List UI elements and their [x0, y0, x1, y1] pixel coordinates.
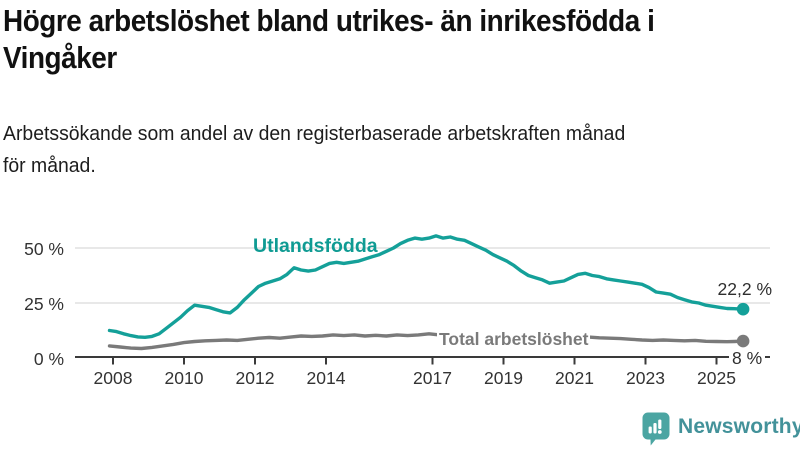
gridlines: [75, 247, 770, 304]
x-tick-label-2023: 2023: [626, 368, 665, 388]
x-tick-label-2010: 2010: [164, 368, 204, 388]
chart-title-line1: Högre arbetslöshet bland utrikes- än inr…: [3, 3, 655, 38]
x-tick-label-2008: 2008: [93, 368, 133, 388]
x-tick-label-2012: 2012: [235, 368, 275, 388]
x-axis-ticks: [112, 357, 718, 365]
y-tick-label-25: 25 %: [24, 294, 64, 314]
newsworthy-wordmark: Newsworthy: [678, 415, 800, 438]
newsworthy-icon: [642, 412, 670, 446]
x-tick-label-2019: 2019: [484, 368, 523, 388]
utlandsfodda-line: [107, 234, 745, 339]
x-tick-label-2025: 2025: [697, 368, 736, 388]
total-arbetsloshet-end-value: 8 %: [729, 349, 766, 368]
chart-subtitle-line1: Arbetssökande som andel av den registerb…: [3, 123, 626, 145]
series-label-utlandsfodda: Utlandsfödda: [253, 235, 378, 257]
x-tick-label-2017: 2017: [413, 368, 452, 388]
utlandsfodda-end-dot: [736, 302, 750, 316]
y-tick-label-0: 0 %: [33, 349, 64, 369]
utlandsfodda-end-value: 22,2 %: [717, 279, 772, 299]
chart-subtitle: Arbetssökande som andel av den registerb…: [3, 118, 625, 182]
x-tick-label-2021: 2021: [555, 368, 594, 388]
chart-title-line2: Vingåker: [3, 40, 117, 75]
chart-subtitle-line2: för månad.: [3, 155, 96, 177]
chart-title: Högre arbetslöshet bland utrikes- än inr…: [3, 2, 655, 76]
x-tick-label-2014: 2014: [306, 368, 346, 388]
total-arbetsloshet-line: [107, 332, 745, 351]
y-tick-label-50: 50 %: [24, 239, 64, 259]
total-arbetsloshet-end-dot: [736, 334, 750, 348]
series-label-total-arbetsloshet: Total arbetslöshet: [437, 329, 591, 349]
newsworthy-logo: Newsworthy: [642, 412, 800, 446]
